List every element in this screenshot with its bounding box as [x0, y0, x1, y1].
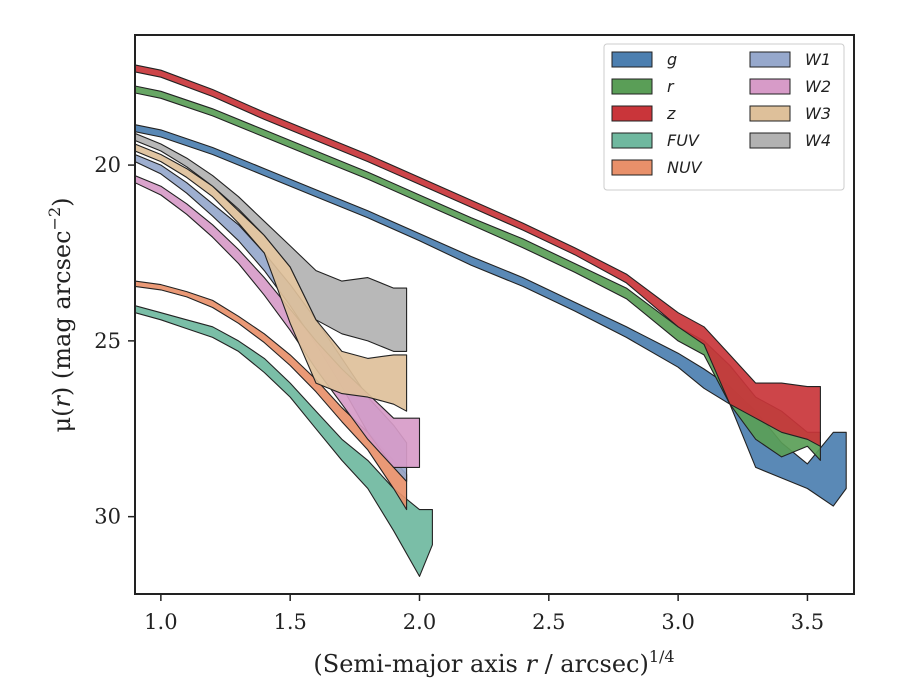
x-tick-label: 2.0 — [403, 610, 436, 634]
band-fuv — [135, 305, 433, 577]
band-g — [135, 124, 847, 507]
band-w3 — [135, 143, 408, 412]
legend-swatch-fuv — [611, 132, 653, 149]
x-axis-ticks: 1.0 1.5 2.0 2.5 3.0 3.5 — [144, 594, 824, 634]
legend-label-fuv: FUV — [667, 131, 700, 150]
legend-label-r: r — [667, 77, 675, 96]
y-axis-label: μ(r) (mag arcsec−2) — [45, 197, 76, 432]
y-tick-label: 20 — [94, 153, 121, 177]
x-tick-label: 3.0 — [661, 610, 694, 634]
x-tick-label: 3.5 — [791, 610, 824, 634]
legend-label-z: z — [666, 104, 676, 123]
legend-swatch-w3 — [749, 105, 791, 122]
legend: grz FUV NUV W1 W2 W3 W4 — [603, 43, 845, 191]
x-tick-label: 1.0 — [144, 610, 177, 634]
y-tick-label: 25 — [94, 329, 121, 353]
legend-label-w3: W3 — [805, 104, 831, 123]
legend-swatch-r — [611, 78, 653, 95]
legend-swatch-nuv — [611, 159, 653, 176]
x-tick-label: 2.5 — [532, 610, 565, 634]
band-w1 — [135, 153, 408, 483]
band-r — [135, 85, 821, 461]
legend-label-w1: W1 — [805, 50, 831, 69]
legend-label-w2: W2 — [805, 77, 831, 96]
legend-swatch-w4 — [749, 132, 791, 149]
legend-swatch-w1 — [749, 51, 791, 68]
legend-swatch-w2 — [749, 78, 791, 95]
legend-swatch-g — [611, 51, 653, 68]
band-w4 — [135, 132, 408, 352]
y-axis-ticks: 20 25 30 — [94, 153, 135, 529]
x-axis-label: (Semi-major axis r / arcsec)1/4 — [313, 647, 674, 678]
band-z — [135, 64, 821, 447]
band-nuv — [135, 280, 408, 511]
plot-frame — [134, 34, 855, 595]
legend-swatch-z — [611, 105, 653, 122]
x-tick-label: 1.5 — [273, 610, 306, 634]
legend-label-g: g — [667, 50, 677, 69]
bands-layer — [135, 64, 847, 577]
legend-label-w4: W4 — [805, 131, 831, 150]
legend-label-nuv: NUV — [667, 158, 703, 177]
y-tick-label: 30 — [94, 505, 121, 529]
